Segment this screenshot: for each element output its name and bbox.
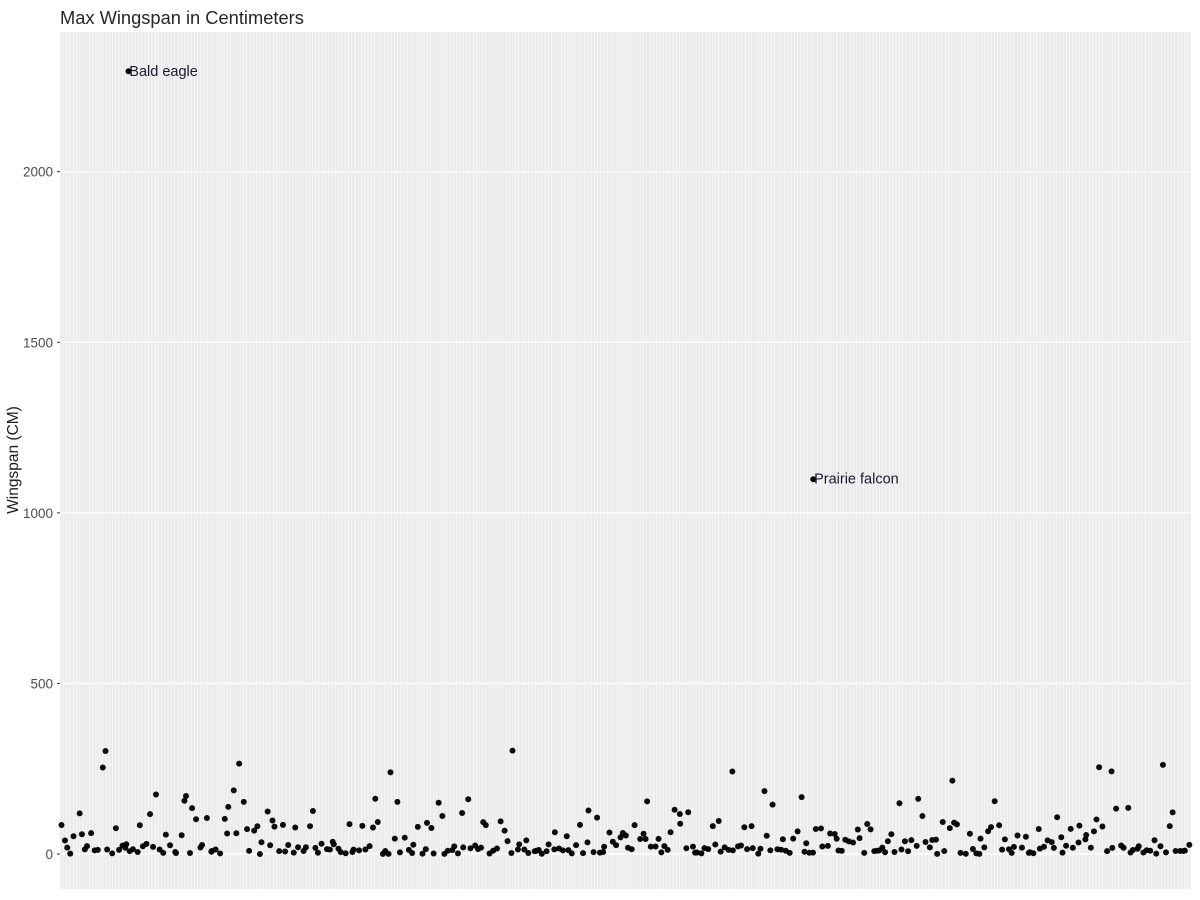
svg-text:500: 500 [30, 676, 53, 691]
svg-text:1500: 1500 [23, 335, 53, 350]
svg-text:Wingspan (CM): Wingspan (CM) [5, 406, 22, 514]
svg-text:0: 0 [45, 847, 53, 862]
svg-text:Prairie falcon: Prairie falcon [814, 472, 899, 488]
svg-text:1000: 1000 [23, 506, 53, 521]
svg-text:Bald eagle: Bald eagle [129, 64, 198, 80]
svg-text:2000: 2000 [23, 165, 53, 180]
